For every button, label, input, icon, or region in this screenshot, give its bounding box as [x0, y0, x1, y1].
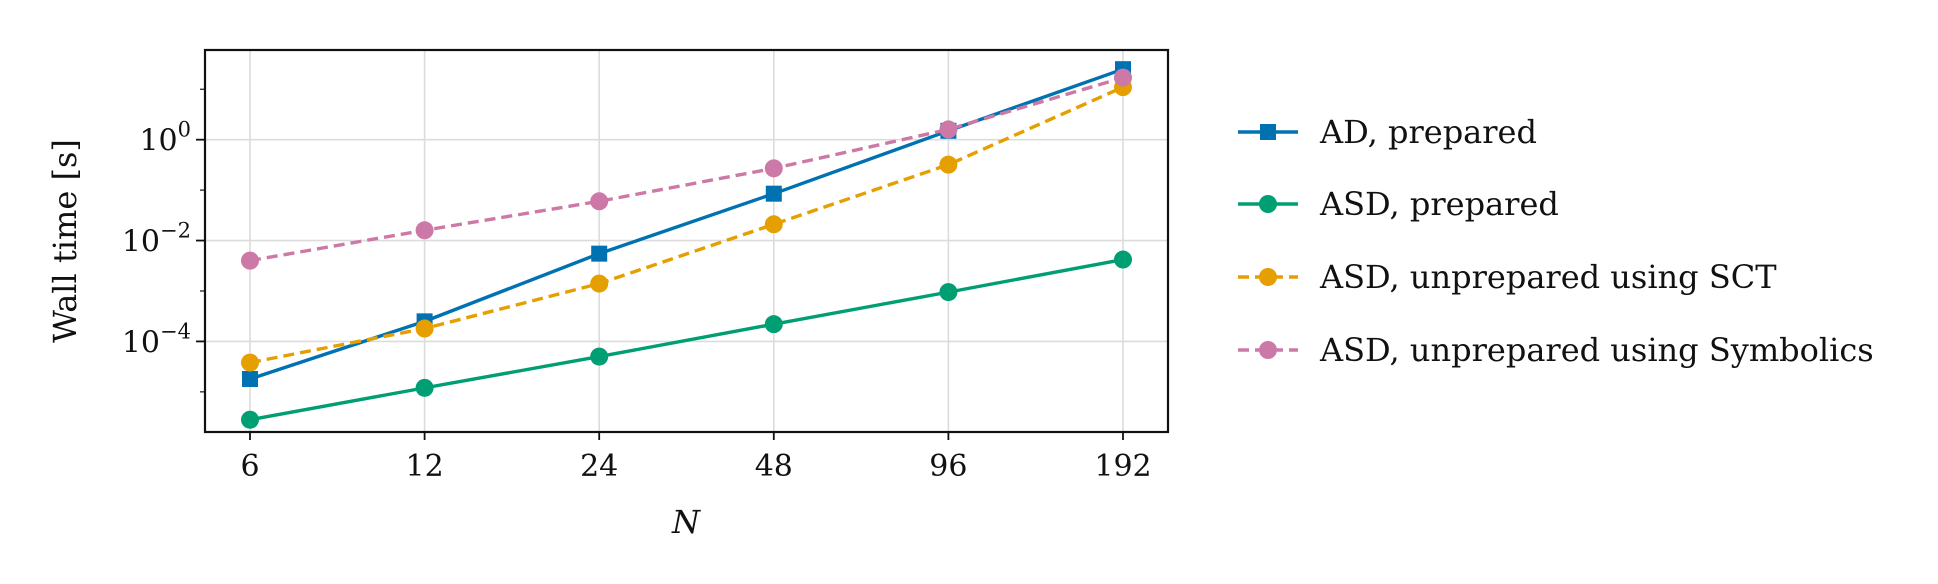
x-axis-ticks: 6 12 24 48 96 192: [240, 432, 1152, 484]
x-tick-label: 12: [406, 449, 444, 484]
data-point: [241, 410, 259, 429]
x-tick-label: 48: [755, 449, 793, 484]
data-point: [241, 353, 259, 372]
data-point: [764, 315, 783, 334]
series-layer: [241, 61, 1132, 429]
legend-entry: ASD, prepared: [1238, 185, 1559, 223]
y-tick-label: 100: [139, 118, 191, 159]
x-tick-label: 24: [580, 449, 618, 484]
data-point: [415, 221, 434, 240]
data-point: [1114, 68, 1132, 87]
data-point: [590, 192, 609, 211]
data-point: [764, 215, 783, 234]
legend-marker: [1259, 268, 1277, 286]
legend-label: ASD, unprepared using SCT: [1319, 258, 1777, 296]
y-tick-exponent: −4: [160, 319, 191, 343]
series-3: [241, 68, 1132, 270]
data-point: [764, 159, 783, 178]
data-point: [591, 245, 608, 262]
x-tick-label: 6: [240, 449, 259, 484]
y-tick-base: 10: [139, 124, 177, 159]
data-point: [939, 120, 958, 139]
legend-entry: ASD, unprepared using Symbolics: [1238, 331, 1874, 369]
data-point: [241, 251, 259, 270]
y-tick-label: 10−2: [122, 219, 191, 260]
data-point: [242, 370, 258, 387]
legend-marker: [1259, 195, 1277, 213]
series-line: [249, 85, 1124, 365]
y-axis-label: Wall time [s]: [46, 139, 84, 343]
legend-entry: AD, prepared: [1238, 113, 1537, 151]
legend: AD, prepared ASD, prepared ASD, unprepared…: [1238, 113, 1874, 369]
data-point: [1114, 250, 1132, 269]
data-point: [939, 155, 958, 174]
y-tick-exponent: −2: [160, 219, 191, 243]
y-tick-exponent: 0: [178, 118, 191, 142]
series-line: [249, 257, 1124, 422]
x-axis-label: N: [671, 503, 701, 541]
legend-label: AD, prepared: [1319, 113, 1537, 151]
data-point: [415, 319, 434, 338]
y-tick-base: 10: [122, 225, 160, 260]
legend-marker: [1259, 341, 1277, 359]
data-point: [590, 347, 609, 366]
legend-label: ASD, prepared: [1319, 185, 1559, 223]
y-tick-base: 10: [122, 325, 160, 360]
y-tick-label: 10−4: [122, 319, 191, 360]
data-point: [939, 283, 958, 302]
x-tick-label: 96: [929, 449, 967, 484]
legend-marker: [1260, 124, 1276, 140]
series-line: [249, 75, 1124, 263]
legend-label: ASD, unprepared using Symbolics: [1319, 331, 1874, 369]
data-point: [765, 185, 782, 202]
legend-entry: ASD, unprepared using SCT: [1238, 258, 1777, 296]
x-tick-label: 192: [1094, 449, 1151, 484]
series-1: [241, 250, 1132, 429]
data-point: [415, 378, 434, 397]
data-point: [590, 274, 609, 293]
